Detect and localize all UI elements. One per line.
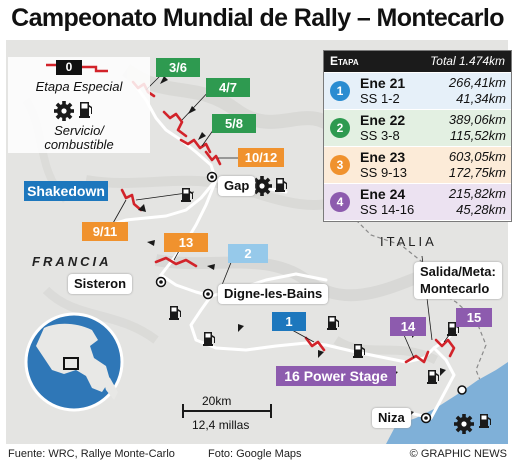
fuel-pump-icon <box>169 306 181 320</box>
day-badge: 2 <box>330 118 350 138</box>
scale-bar <box>182 404 272 418</box>
special-stage-5-8 <box>179 138 212 154</box>
fuel-pump-icon <box>275 178 287 192</box>
footer-source: Fuente: WRC, Rallye Monte-Carlo <box>8 448 175 460</box>
country-label-italia: ITALIA <box>380 234 437 249</box>
fuel-pump-icon <box>327 316 339 330</box>
special-stage-10-12 <box>204 150 222 166</box>
table-row: 4 Ene 24 SS 14-16 215,82km 45,28km <box>324 184 511 220</box>
city-dots <box>155 171 467 424</box>
special-stage-4-7 <box>162 110 188 138</box>
stage-label-2: 2 <box>228 244 268 263</box>
special-stage-9-11 <box>120 188 143 212</box>
stage-label-10-12: 10/12 <box>238 148 284 167</box>
legend-service-label-line1: Servicio/ <box>54 123 104 138</box>
legend-box: 0 Etapa Especial Servicio/ combustible <box>8 57 150 153</box>
special-stage-13 <box>154 256 198 268</box>
salida-line1: Salida/Meta: <box>420 264 496 279</box>
legend-service-label-line2: combustible <box>44 137 114 152</box>
stage-label-shakedown: Shakedown <box>24 181 108 201</box>
place-label-digne: Digne-les-Bains <box>218 284 329 304</box>
scale-km-label: 20km <box>202 394 232 408</box>
stage-label-15: 15 <box>456 308 492 327</box>
stage-label-power-stage: 16 Power Stage <box>276 366 396 386</box>
day-badge: 3 <box>330 155 350 175</box>
place-label-sisteron: Sisteron <box>68 274 133 294</box>
day-badge: 1 <box>330 81 350 101</box>
stage-label-3-6: 3/6 <box>156 58 200 77</box>
scale-miles-label: 12,4 millas <box>192 418 250 432</box>
stage-label-13: 13 <box>164 233 208 252</box>
montecarlo-dot-icon <box>457 385 467 395</box>
special-stages-routes <box>120 80 456 364</box>
table-row: 3 Ene 23 SS 9-13 603,05km 172,75km <box>324 147 511 183</box>
table-header-stage: Etapa <box>330 54 359 68</box>
salida-line2: Montecarlo <box>420 281 490 296</box>
stage-table: Etapa Total 1.474km 1 Ene 21 SS 1-2 266,41k… <box>323 50 512 222</box>
special-stage-1 <box>304 336 326 352</box>
day-km-total: 389,06km <box>448 112 506 127</box>
footer-photo: Foto: Google Maps <box>208 448 302 460</box>
day-km-total: 266,41km <box>448 75 506 90</box>
stage-label-1: 1 <box>272 312 306 331</box>
legend-special-stage-label: Etapa Especial <box>35 79 123 94</box>
day-date: Ene 22 <box>360 112 406 128</box>
day-km-special: 115,52km <box>449 128 506 143</box>
fuel-pump-icon <box>203 332 215 346</box>
day-date: Ene 24 <box>360 186 406 202</box>
fuel-pump-icon <box>181 188 193 202</box>
terrain-map <box>22 64 508 444</box>
stage-label-9-11: 9/11 <box>82 222 128 241</box>
day-km-special: 41,34km <box>456 91 506 106</box>
special-stage-15 <box>434 338 456 358</box>
legend-sample-number: 0 <box>65 60 73 74</box>
fuel-pump-icons <box>169 188 491 428</box>
border-line <box>345 209 487 391</box>
gear-icon <box>454 414 474 434</box>
day-km-total: 215,82km <box>448 186 506 201</box>
direction-arrows <box>138 76 446 418</box>
day-date: Ene 21 <box>360 75 406 91</box>
day-badge: 4 <box>330 192 350 212</box>
gear-icons <box>252 176 474 434</box>
day-km-special: 172,75km <box>448 165 506 180</box>
gear-icon <box>252 176 272 196</box>
place-label-salida-meta: Salida/Meta: Montecarlo <box>414 262 502 299</box>
fuel-pump-icon <box>479 414 491 428</box>
table-header-total: Total 1.474km <box>430 54 505 68</box>
special-stage-14 <box>404 350 430 364</box>
fuel-pump-icon <box>353 344 365 358</box>
stage-label-14: 14 <box>390 317 426 336</box>
mediterranean-sea <box>386 362 508 444</box>
stage-label-4-7: 4/7 <box>206 78 250 97</box>
place-label-niza: Niza <box>372 408 411 428</box>
day-stages: SS 9-13 <box>360 165 407 180</box>
table-header: Etapa Total 1.474km <box>324 51 511 72</box>
day-stages: SS 3-8 <box>360 128 400 143</box>
day-stages: SS 14-16 <box>360 202 415 217</box>
road-network <box>104 80 458 420</box>
legend-graphics <box>46 60 108 121</box>
gear-icon <box>54 101 74 121</box>
footer-credit: © GRAPHIC NEWS <box>409 448 507 460</box>
fuel-pump-icon <box>79 102 92 118</box>
day-stages: SS 1-2 <box>360 91 400 106</box>
fuel-pump-icon <box>427 370 439 384</box>
day-km-special: 45,28km <box>456 202 506 217</box>
table-row: 2 Ene 22 SS 3-8 389,06km 115,52km <box>324 110 511 146</box>
legend-stage-sample-box <box>56 60 82 75</box>
fuel-pump-icon <box>447 322 459 336</box>
table-row: 1 Ene 21 SS 1-2 266,41km 41,34km <box>324 73 511 109</box>
inset-globe <box>24 312 124 412</box>
place-label-gap: Gap <box>218 176 256 196</box>
stage-label-5-8: 5/8 <box>212 114 256 133</box>
day-km-total: 603,05km <box>448 149 506 164</box>
page-title: Campeonato Mundial de Rally – Montecarlo <box>11 4 504 32</box>
day-date: Ene 23 <box>360 149 406 165</box>
country-label-francia: FRANCIA <box>32 254 112 269</box>
